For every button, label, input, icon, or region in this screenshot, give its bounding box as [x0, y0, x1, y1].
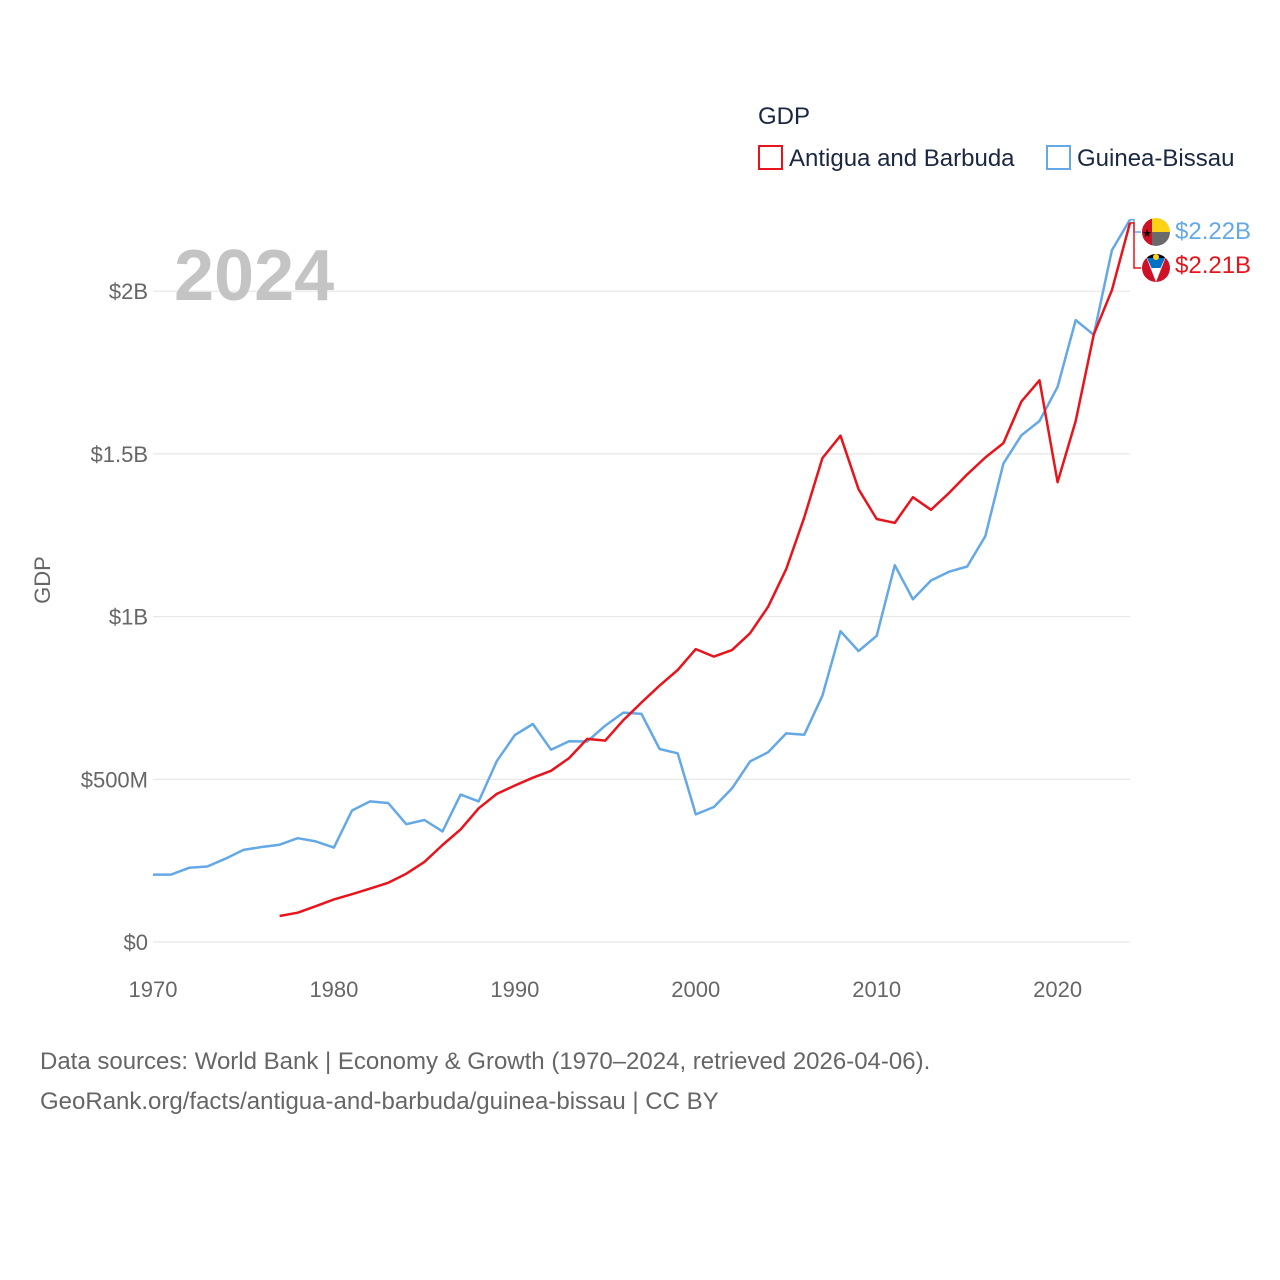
x-tick-label: 2000 [671, 977, 720, 1002]
year-label: 2024 [174, 236, 334, 316]
y-tick-label: $2B [109, 279, 148, 304]
legend-item-antigua[interactable]: Antigua and Barbuda [758, 145, 1015, 172]
y-tick-label: $500M [81, 767, 148, 792]
legend: GDP Antigua and Barbuda Guinea-Bissau [758, 103, 1234, 172]
source-line-2: GeoRank.org/facts/antigua-and-barbuda/gu… [40, 1088, 719, 1115]
end-labels: ★ $2.22B $2.21B [1130, 218, 1251, 282]
end-connector-guinea-bissau [1130, 218, 1141, 233]
x-tick-label: 2010 [852, 977, 901, 1002]
y-tick-label: $1.5B [91, 442, 149, 467]
x-tick-label: 1980 [309, 977, 358, 1002]
legend-label-guinea-bissau: Guinea-Bissau [1077, 145, 1234, 172]
x-tick-label: 2020 [1033, 977, 1082, 1002]
series-line-guinea-bissau[interactable] [153, 218, 1132, 876]
gdp-line-chart: $0 $500M $1B $1.5B $2B 1970 1980 1990 2000 2010 2… [30, 103, 1251, 1002]
y-tick-label: $0 [124, 930, 148, 955]
svg-text:★: ★ [1142, 228, 1152, 240]
legend-title: GDP [758, 103, 810, 130]
legend-swatch-antigua [758, 145, 783, 170]
flag-antigua-and-barbuda-icon [1142, 254, 1170, 282]
x-axis-ticks: 1970 1980 1990 2000 2010 2020 [129, 977, 1083, 1002]
legend-item-guinea-bissau[interactable]: Guinea-Bissau [1046, 145, 1234, 172]
end-connector-antigua [1130, 222, 1141, 269]
y-tick-label: $1B [109, 605, 148, 630]
source-line-1: Data sources: World Bank | Economy & Gro… [40, 1048, 931, 1075]
data-source-note: Data sources: World Bank | Economy & Gro… [40, 1042, 930, 1122]
legend-label-antigua: Antigua and Barbuda [789, 145, 1015, 172]
y-axis-title: GDP [30, 556, 55, 604]
end-value-antigua: $2.21B [1175, 252, 1251, 279]
flag-guinea-bissau-icon: ★ [1142, 218, 1170, 246]
grid-lines [153, 290, 1130, 943]
x-tick-label: 1970 [129, 977, 178, 1002]
x-tick-label: 1990 [490, 977, 539, 1002]
y-axis-ticks: $0 $500M $1B $1.5B $2B [81, 279, 148, 955]
legend-swatch-guinea-bissau [1046, 145, 1071, 170]
series-line-antigua[interactable] [279, 222, 1132, 918]
end-value-guinea-bissau: $2.22B [1175, 218, 1251, 245]
